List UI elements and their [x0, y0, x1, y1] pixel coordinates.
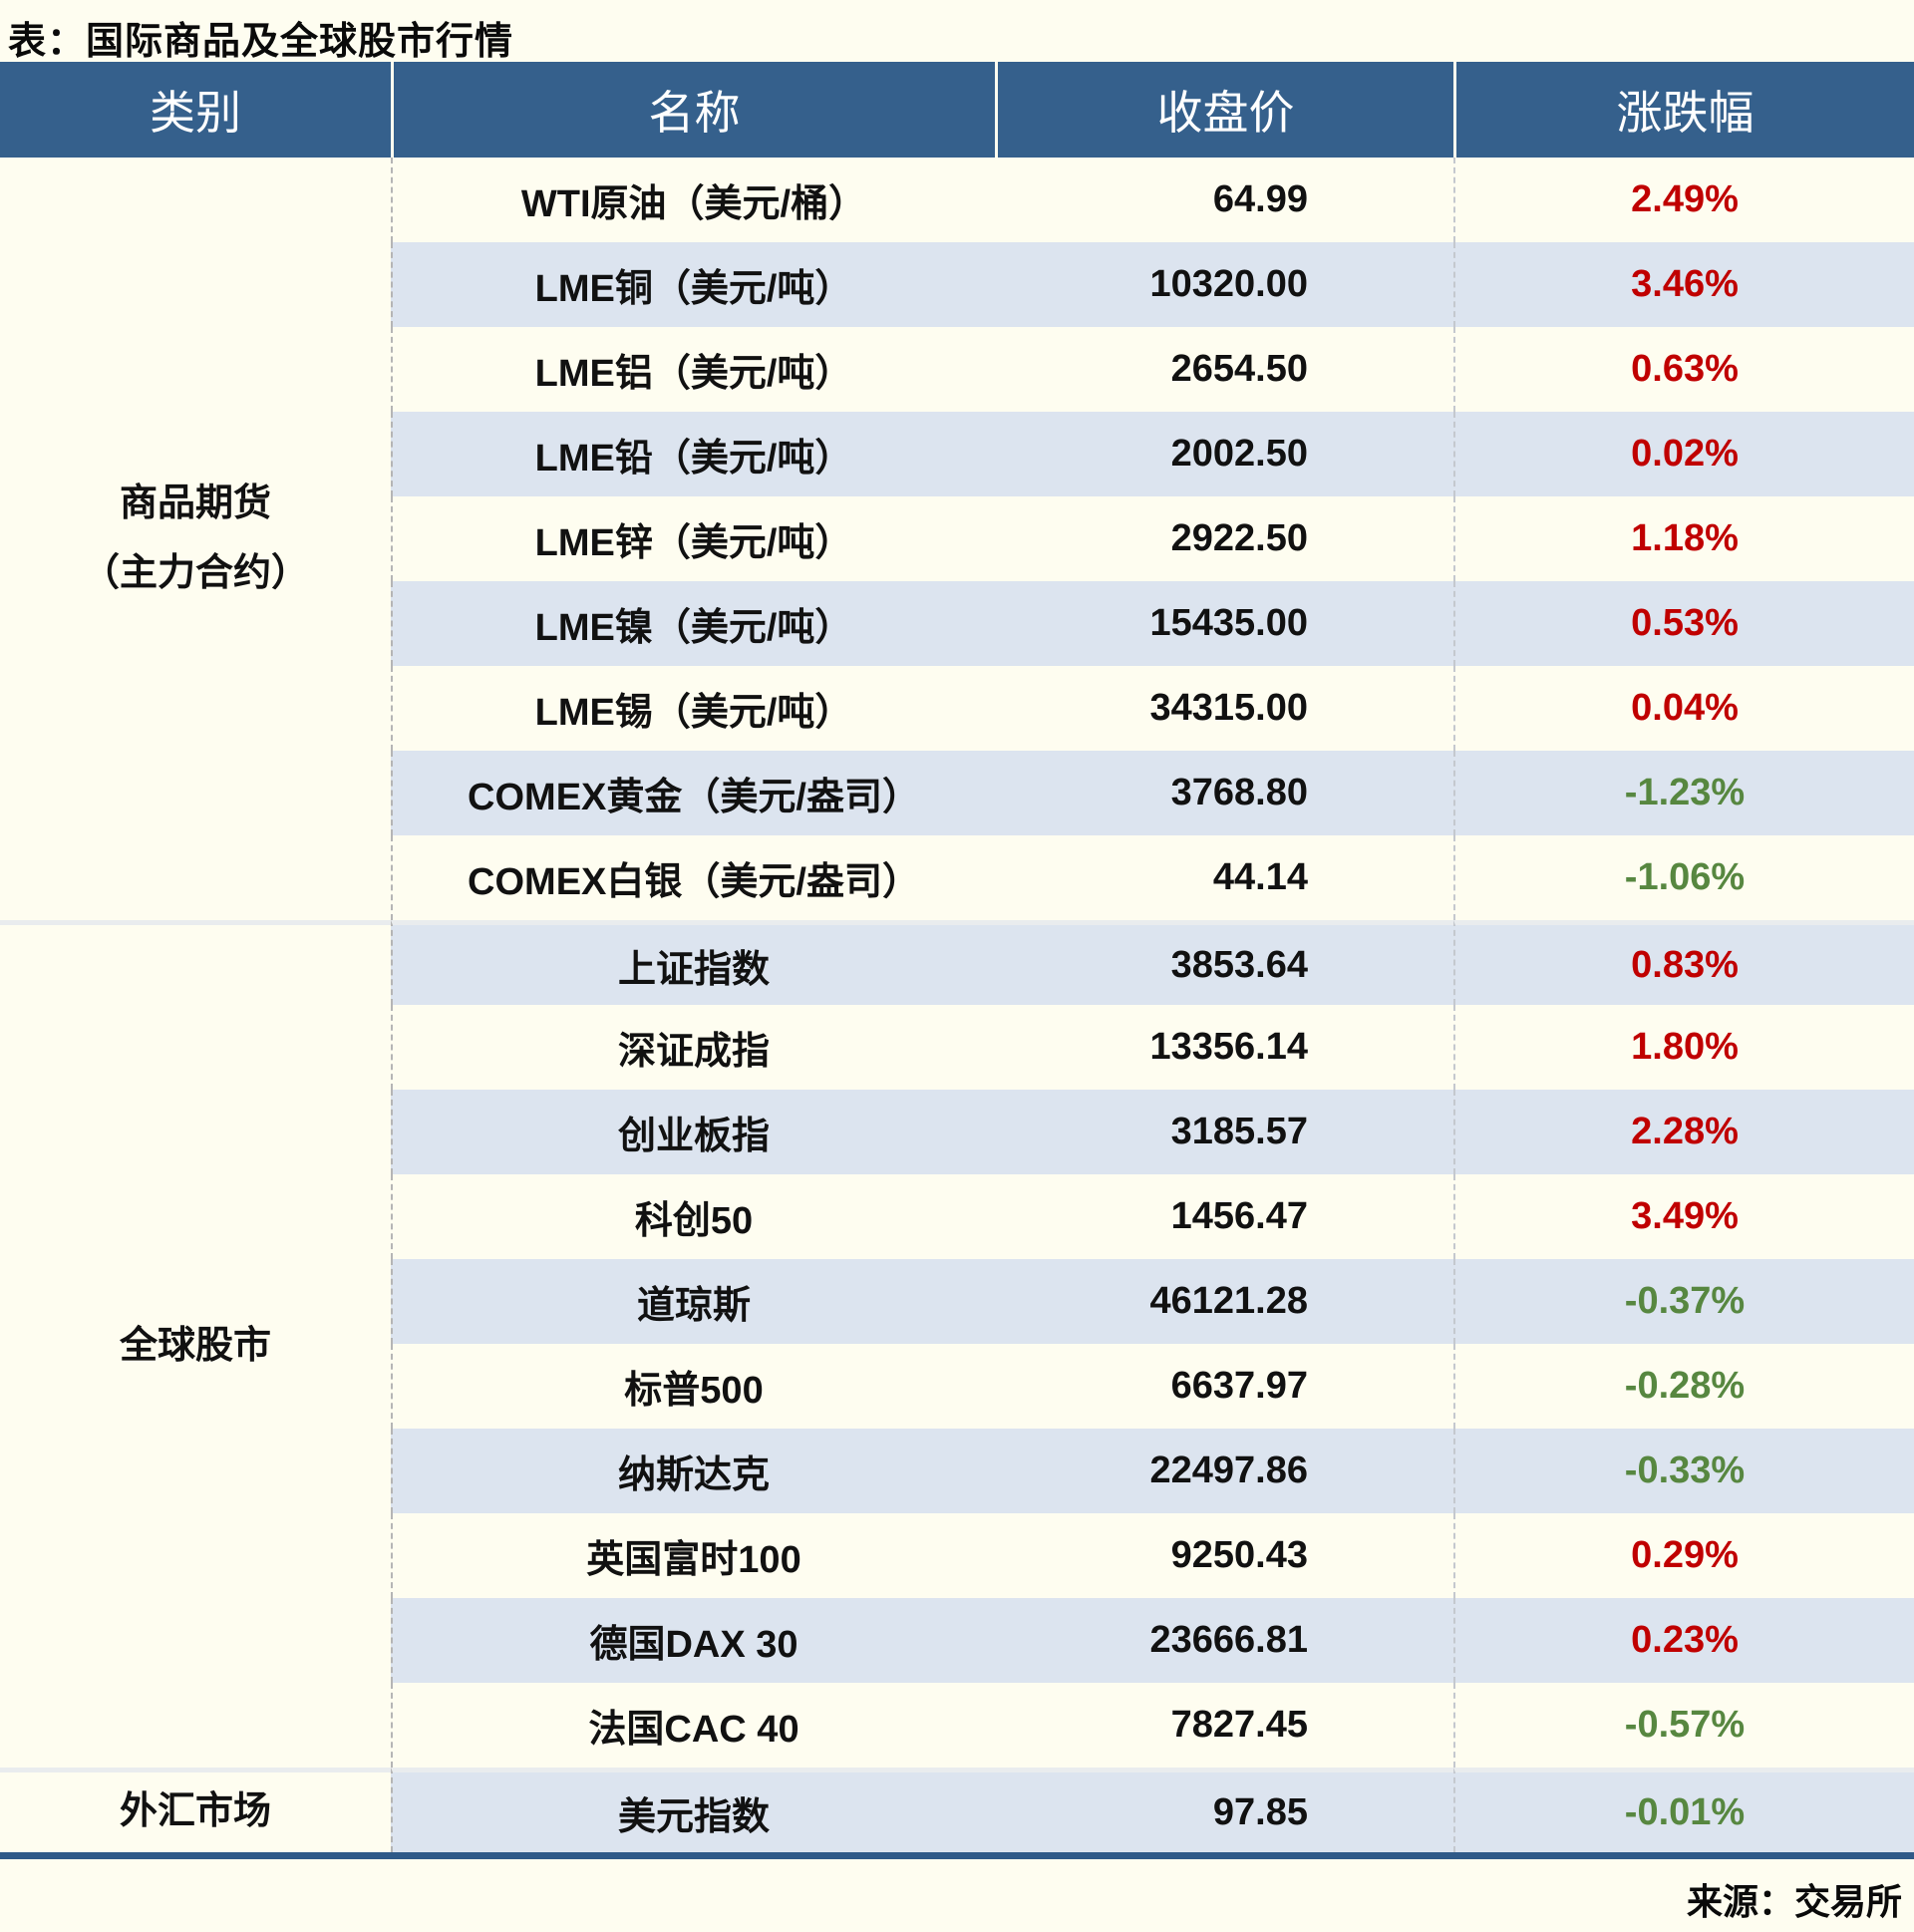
table-row: LME铝（美元/吨） 2654.50 0.63%	[0, 327, 1914, 412]
instrument-name: 深证成指	[391, 1005, 995, 1090]
table-row: 纳斯达克 22497.86 -0.33%	[0, 1429, 1914, 1513]
table-row: 深证成指 13356.14 1.80%	[0, 1005, 1914, 1090]
instrument-name: 上证指数	[391, 920, 995, 1005]
instrument-name: LME锡（美元/吨）	[391, 666, 995, 751]
close-price: 22497.86	[995, 1429, 1453, 1513]
close-price: 3768.80	[995, 751, 1453, 835]
header-category: 类别	[0, 62, 391, 158]
instrument-name: LME铝（美元/吨）	[391, 327, 995, 412]
change-percent: 3.46%	[1453, 242, 1914, 327]
instrument-name: 英国富时100	[391, 1513, 995, 1598]
page-title: 表：国际商品及全球股市行情	[8, 21, 514, 63]
change-percent: 1.18%	[1453, 496, 1914, 581]
change-percent: 0.63%	[1453, 327, 1914, 412]
close-price: 1456.47	[995, 1174, 1453, 1259]
close-price: 2922.50	[995, 496, 1453, 581]
instrument-name: LME铅（美元/吨）	[391, 412, 995, 496]
change-percent: -1.23%	[1453, 751, 1914, 835]
close-price: 97.85	[995, 1768, 1453, 1852]
instrument-name: COMEX黄金（美元/盎司）	[391, 751, 995, 835]
close-price: 23666.81	[995, 1598, 1453, 1683]
table-row: 道琼斯 46121.28 -0.37%	[0, 1259, 1914, 1344]
table-row: 商品期货 （主力合约） WTI原油（美元/桶） 64.99 2.49%	[0, 158, 1914, 920]
change-percent: 0.04%	[1453, 666, 1914, 751]
category-cell: 外汇市场	[0, 1768, 391, 1852]
change-percent: 3.49%	[1453, 1174, 1914, 1259]
change-percent: 1.80%	[1453, 1005, 1914, 1090]
instrument-name: LME镍（美元/吨）	[391, 581, 995, 666]
table-row: 标普500 6637.97 -0.28%	[0, 1344, 1914, 1429]
close-price: 10320.00	[995, 242, 1453, 327]
header-change-pct: 涨跌幅	[1453, 62, 1914, 158]
close-price: 44.14	[995, 835, 1453, 920]
market-table: 类别 名称 收盘价 涨跌幅 商品期货 （主力合约） WTI原油（美元/桶） 64.99…	[0, 62, 1914, 1859]
table-row: 创业板指 3185.57 2.28%	[0, 1090, 1914, 1174]
change-percent: -0.37%	[1453, 1259, 1914, 1344]
table-row: LME锡（美元/吨） 34315.00 0.04%	[0, 666, 1914, 751]
instrument-name: 德国DAX 30	[391, 1598, 995, 1683]
close-price: 7827.45	[995, 1683, 1453, 1768]
close-price: 2654.50	[995, 327, 1453, 412]
instrument-name: COMEX白银（美元/盎司）	[391, 835, 995, 920]
change-percent: -0.28%	[1453, 1344, 1914, 1429]
table-row: 科创50 1456.47 3.49%	[0, 1174, 1914, 1259]
instrument-name: 创业板指	[391, 1090, 995, 1174]
category-cell: 商品期货 （主力合约）	[0, 158, 391, 920]
change-percent: -1.06%	[1453, 835, 1914, 920]
table-row: LME铅（美元/吨） 2002.50 0.02%	[0, 412, 1914, 496]
table-row: COMEX白银（美元/盎司） 44.14 -1.06%	[0, 835, 1914, 920]
source-note: 来源：交易所	[1686, 1881, 1902, 1922]
close-price: 64.99	[995, 158, 1453, 242]
change-percent: 0.53%	[1453, 581, 1914, 666]
close-price: 13356.14	[995, 1005, 1453, 1090]
change-percent: 0.23%	[1453, 1598, 1914, 1683]
table-row: LME铜（美元/吨） 10320.00 3.46%	[0, 242, 1914, 327]
table-row: 全球股市 上证指数 3853.64 0.83%	[0, 920, 1914, 1768]
close-price: 9250.43	[995, 1513, 1453, 1598]
instrument-name: 法国CAC 40	[391, 1683, 995, 1768]
table-row: 外汇市场 美元指数 97.85 -0.01%	[0, 1768, 1914, 1852]
table-header: 类别 名称 收盘价 涨跌幅	[0, 62, 1914, 158]
change-percent: -0.01%	[1453, 1768, 1914, 1852]
change-percent: 2.49%	[1453, 158, 1914, 242]
instrument-name: 科创50	[391, 1174, 995, 1259]
table-row: 德国DAX 30 23666.81 0.23%	[0, 1598, 1914, 1683]
change-percent: 0.29%	[1453, 1513, 1914, 1598]
header-close-price: 收盘价	[995, 62, 1453, 158]
instrument-name: 道琼斯	[391, 1259, 995, 1344]
table-row: LME镍（美元/吨） 15435.00 0.53%	[0, 581, 1914, 666]
instrument-name: 纳斯达克	[391, 1429, 995, 1513]
change-percent: 0.83%	[1453, 920, 1914, 1005]
instrument-name: 标普500	[391, 1344, 995, 1429]
close-price: 46121.28	[995, 1259, 1453, 1344]
change-percent: -0.33%	[1453, 1429, 1914, 1513]
change-percent: 2.28%	[1453, 1090, 1914, 1174]
close-price: 15435.00	[995, 581, 1453, 666]
instrument-name: 美元指数	[391, 1768, 995, 1852]
table-row: LME锌（美元/吨） 2922.50 1.18%	[0, 496, 1914, 581]
category-cell: 全球股市	[0, 920, 391, 1768]
close-price: 34315.00	[995, 666, 1453, 751]
table-row: COMEX黄金（美元/盎司） 3768.80 -1.23%	[0, 751, 1914, 835]
header-name: 名称	[391, 62, 995, 158]
instrument-name: LME铜（美元/吨）	[391, 242, 995, 327]
close-price: 3853.64	[995, 920, 1453, 1005]
table-row: 英国富时100 9250.43 0.29%	[0, 1513, 1914, 1598]
close-price: 2002.50	[995, 412, 1453, 496]
instrument-name: WTI原油（美元/桶）	[391, 158, 995, 242]
close-price: 6637.97	[995, 1344, 1453, 1429]
table-row: 法国CAC 40 7827.45 -0.57%	[0, 1683, 1914, 1768]
change-percent: -0.57%	[1453, 1683, 1914, 1768]
instrument-name: LME锌（美元/吨）	[391, 496, 995, 581]
change-percent: 0.02%	[1453, 412, 1914, 496]
close-price: 3185.57	[995, 1090, 1453, 1174]
